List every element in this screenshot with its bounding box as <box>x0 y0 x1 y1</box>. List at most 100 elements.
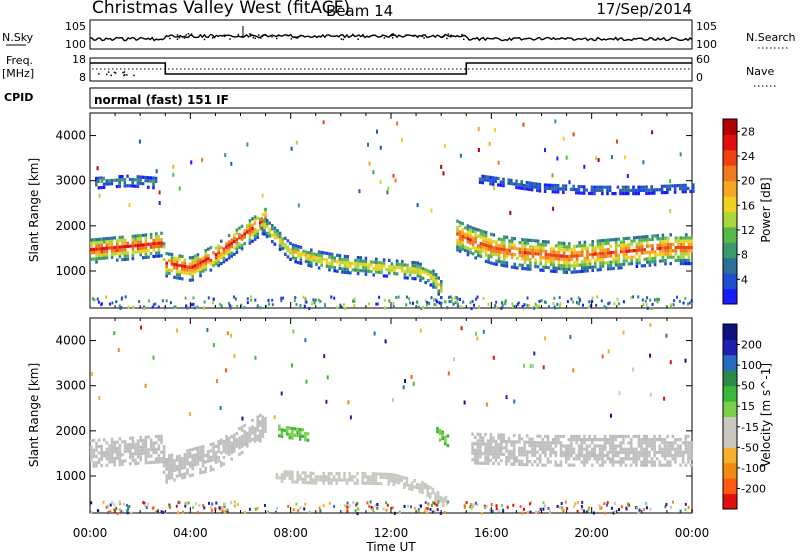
heatmap-cell <box>121 462 124 466</box>
beam-label: Beam 14 <box>326 2 393 20</box>
heatmap-cell <box>555 257 558 261</box>
heatmap-cell <box>661 246 665 250</box>
heatmap-cell <box>108 447 111 451</box>
heatmap-cell <box>649 507 652 511</box>
heatmap-cell <box>471 229 475 233</box>
heatmap-cell <box>201 263 205 267</box>
heatmap-cell <box>421 481 424 485</box>
nsearch-dot <box>286 34 288 37</box>
heatmap-cell <box>157 251 161 255</box>
heatmap-cell <box>580 507 583 511</box>
heatmap-cell <box>322 478 325 482</box>
heatmap-cell <box>220 246 223 250</box>
heatmap-cell <box>251 425 254 429</box>
heatmap-cell <box>207 459 210 463</box>
heatmap-cell <box>103 451 106 455</box>
heatmap-cell <box>653 438 656 442</box>
heatmap-cell <box>607 264 610 268</box>
heatmap-cell <box>669 246 672 250</box>
heatmap-cell <box>404 379 406 383</box>
heatmap-cell <box>155 450 158 455</box>
heatmap-cell <box>671 441 675 445</box>
heatmap-cell <box>536 265 540 269</box>
colorbar-segment <box>723 478 737 495</box>
heatmap-cell <box>204 264 207 269</box>
heatmap-cell <box>572 450 576 454</box>
heatmap-cell <box>268 231 271 235</box>
heatmap-cell <box>160 238 163 242</box>
heatmap-cell <box>314 298 317 302</box>
heatmap-cell <box>136 439 140 443</box>
heatmap-cell <box>95 442 98 446</box>
heatmap-cell <box>96 509 99 513</box>
heatmap-cell <box>479 445 482 449</box>
heatmap-cell <box>152 460 155 464</box>
heatmap-cell <box>446 444 450 448</box>
heatmap-cell <box>580 185 583 189</box>
nsearch-dot <box>450 34 452 37</box>
heatmap-cell <box>499 446 503 450</box>
heatmap-cell <box>147 448 150 452</box>
heatmap-cell <box>144 252 148 256</box>
heatmap-cell <box>479 452 482 456</box>
heatmap-cell <box>630 242 633 246</box>
heatmap-cell <box>214 259 218 263</box>
heatmap-cell <box>401 263 404 267</box>
heatmap-cell <box>499 459 503 463</box>
heatmap-cell <box>248 426 252 431</box>
heatmap-cell <box>562 434 565 438</box>
heatmap-cell <box>494 458 498 463</box>
heatmap-cell <box>554 434 558 438</box>
heatmap-cell <box>390 265 394 269</box>
heatmap-cell <box>421 490 424 494</box>
heatmap-cell <box>633 239 636 243</box>
heatmap-cell <box>486 458 490 462</box>
heatmap-cell <box>136 240 140 244</box>
heatmap-cell <box>603 447 607 451</box>
heatmap-cell <box>650 460 654 464</box>
heatmap-cell <box>293 299 296 303</box>
heatmap-cell <box>410 375 413 379</box>
heatmap-cell <box>495 246 498 250</box>
heatmap-cell <box>557 267 561 271</box>
heatmap-cell <box>109 503 112 507</box>
heatmap-cell <box>476 458 480 462</box>
heatmap-cell <box>687 258 691 262</box>
heatmap-cell <box>317 266 321 270</box>
heatmap-cell <box>558 505 561 509</box>
heatmap-cell <box>664 239 667 243</box>
heatmap-cell <box>625 259 628 263</box>
heatmap-cell <box>142 442 145 446</box>
heatmap-cell <box>536 249 540 253</box>
heatmap-cell <box>681 183 685 187</box>
heatmap-cell <box>264 214 267 218</box>
heatmap-cell <box>546 447 550 451</box>
heatmap-cell <box>378 295 381 299</box>
heatmap-cell <box>141 175 145 179</box>
heatmap-cell <box>560 244 563 248</box>
heatmap-cell <box>98 395 101 400</box>
heatmap-cell <box>97 256 101 261</box>
heatmap-cell <box>110 236 114 240</box>
heatmap-cell <box>578 250 581 254</box>
nsearch-dot <box>259 37 262 39</box>
heatmap-cell <box>411 267 414 271</box>
heatmap-cell <box>687 249 691 253</box>
heatmap-cell <box>131 446 135 450</box>
heatmap-cell <box>689 441 693 445</box>
heatmap-cell <box>168 470 171 474</box>
heatmap-cell <box>500 306 503 310</box>
heatmap-cell <box>136 181 140 185</box>
heatmap-cell <box>105 441 109 445</box>
heatmap-cell <box>690 246 693 250</box>
heatmap-cell <box>369 475 372 479</box>
heatmap-cell <box>261 425 265 429</box>
heatmap-cell <box>513 304 516 308</box>
heatmap-cell <box>473 458 477 462</box>
heatmap-cell <box>244 510 247 514</box>
heatmap-cell <box>659 259 662 263</box>
heatmap-cell <box>259 306 262 310</box>
heatmap-cell <box>682 252 685 256</box>
heatmap-cell <box>196 259 200 263</box>
heatmap-cell <box>380 270 383 275</box>
